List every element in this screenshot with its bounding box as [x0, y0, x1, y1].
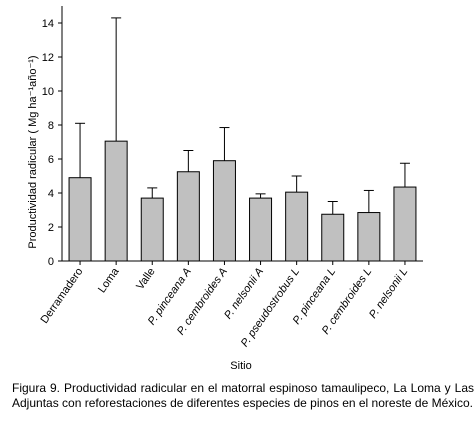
y-tick-label: 14 — [42, 18, 54, 30]
bar — [321, 213, 345, 262]
error-bars — [75, 17, 410, 215]
bar — [393, 186, 417, 262]
y-axis-label: Productividad radicular ( Mg ha⁻¹año⁻¹) — [27, 55, 39, 248]
y-tick-label: 10 — [42, 86, 54, 98]
y-ticks: 0 2 4 6 8 10 12 14 — [42, 18, 62, 268]
bar — [104, 140, 128, 262]
x-tick-label: P. nelsonii L — [367, 266, 410, 321]
y-tick-label: 0 — [48, 256, 54, 268]
bar — [357, 212, 381, 262]
x-tick-label: Loma — [96, 265, 122, 295]
bar — [285, 191, 309, 262]
y-tick-label: 4 — [48, 188, 54, 200]
bar — [249, 197, 273, 262]
y-tick-label: 2 — [48, 222, 54, 234]
x-tick-label: Valle — [134, 266, 157, 292]
figure-caption: Figura 9. Productividad radicular en el … — [12, 381, 474, 410]
bars — [68, 140, 417, 262]
y-tick-label: 12 — [42, 52, 54, 64]
bar — [212, 160, 236, 262]
x-tick-label: Derramadero — [39, 266, 86, 326]
bar — [176, 171, 200, 262]
bar — [140, 197, 164, 262]
x-axis-label: Sitio — [230, 360, 251, 372]
y-tick-label: 8 — [48, 120, 54, 132]
bar — [68, 177, 92, 262]
y-tick-label: 6 — [48, 154, 54, 166]
